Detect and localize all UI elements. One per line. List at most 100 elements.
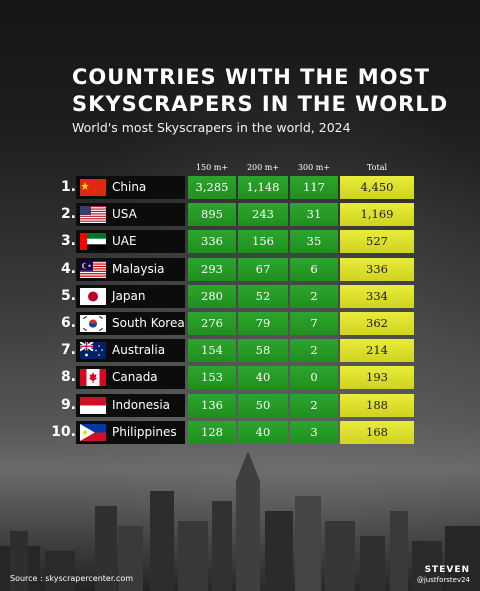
column-header: 150 m+ [195,163,229,172]
total-cell: 214 [340,339,414,363]
total-cell: 193 [340,366,414,390]
rank-number: 8. [60,369,76,386]
table-row: 8. Canada 153 40 0 193 [0,366,480,390]
count-cell: 7 [290,312,338,335]
table-row: 6. South Korea 276 79 7 362 [0,312,480,335]
count-cell: 128 [188,420,236,444]
rank-number: 7. [60,342,76,359]
total-cell: 527 [340,230,414,254]
count-cell: 117 [290,176,338,199]
country-name: Australia [112,343,166,358]
country-cell: Philippines [76,420,185,444]
count-cell: 58 [238,339,288,363]
table-row: 5. Japan 280 52 2 334 [0,284,480,308]
source-note: Source : skyscrapercenter.com [10,574,134,583]
count-cell: 31 [290,203,338,227]
count-cell: 40 [238,420,288,444]
count-cell: 0 [290,366,338,390]
column-header: Total [366,163,388,172]
rank-number: 2. [60,206,76,223]
country-name: Japan [112,288,146,303]
indonesia-flag-icon [80,396,106,414]
table-row: 2. USA 895 243 31 1,169 [0,203,480,227]
country-name: USA [112,207,137,222]
rank-number: 6. [60,315,76,331]
table-row: 7. Australia 154 58 2 214 [0,339,480,363]
count-cell: 79 [238,312,288,335]
total-cell: 188 [340,393,414,417]
column-header: 200 m+ [246,163,280,172]
country-cell: Australia [76,339,185,363]
count-cell: 156 [238,230,288,254]
credit-handle: @justforstev24 [416,576,470,584]
south-korea-flag-icon [80,315,106,332]
country-name: Philippines [112,424,177,439]
count-cell: 67 [238,257,288,281]
country-name: South Korea [112,316,185,330]
count-cell: 293 [188,257,236,281]
malaysia-flag-icon [80,260,106,278]
country-cell: China [76,176,185,199]
count-cell: 50 [238,393,288,417]
count-cell: 3 [290,420,338,444]
chart-subtitle: World's most Skyscrapers in the world, 2… [72,120,351,135]
rank-number: 10. [51,423,76,440]
country-cell: Canada [76,366,185,390]
city-skyline-image [0,451,480,591]
uae-flag-icon [80,233,106,251]
count-cell: 136 [188,393,236,417]
table-row: 9. Indonesia 136 50 2 188 [0,393,480,417]
total-cell: 168 [340,420,414,444]
count-cell: 35 [290,230,338,254]
country-name: Canada [112,370,158,385]
country-name: Indonesia [112,397,171,412]
table-row: 3. UAE 336 156 35 527 [0,230,480,254]
table-row: 10. Philippines 128 40 3 168 [0,420,480,444]
country-cell: UAE [76,230,185,254]
philippines-flag-icon [80,423,106,441]
count-cell: 895 [188,203,236,227]
table-row: 4. Malaysia 293 67 6 336 [0,257,480,281]
rank-number: 3. [60,233,76,250]
country-cell: South Korea [76,312,185,335]
country-cell: Japan [76,284,185,308]
japan-flag-icon [80,287,106,305]
count-cell: 52 [238,284,288,308]
australia-flag-icon [80,342,106,360]
count-cell: 40 [238,366,288,390]
count-cell: 2 [290,339,338,363]
total-cell: 1,169 [340,203,414,227]
chart-title: COUNTRIES WITH THE MOST SKYSCRAPERS IN T… [72,65,449,116]
rank-number: 1. [60,179,76,195]
total-cell: 4,450 [340,176,414,199]
rank-number: 4. [60,260,76,277]
count-cell: 154 [188,339,236,363]
country-name: Malaysia [112,261,165,276]
credit-name: STEVEN [424,565,470,575]
count-cell: 3,285 [188,176,236,199]
rank-number: 5. [60,287,76,304]
count-cell: 153 [188,366,236,390]
count-cell: 243 [238,203,288,227]
total-cell: 334 [340,284,414,308]
country-cell: USA [76,203,185,227]
usa-flag-icon [80,206,106,224]
total-cell: 336 [340,257,414,281]
country-cell: Malaysia [76,257,185,281]
count-cell: 336 [188,230,236,254]
country-name: UAE [112,234,137,249]
count-cell: 2 [290,284,338,308]
canada-flag-icon [80,369,106,387]
country-cell: Indonesia [76,393,185,417]
rank-number: 9. [60,396,76,413]
column-header: 300 m+ [297,163,331,172]
count-cell: 2 [290,393,338,417]
count-cell: 280 [188,284,236,308]
china-flag-icon [80,179,106,196]
total-cell: 362 [340,312,414,335]
table-row: 1. China 3,285 1,148 117 4,450 [0,176,480,199]
country-name: China [112,180,147,194]
count-cell: 1,148 [238,176,288,199]
count-cell: 276 [188,312,236,335]
count-cell: 6 [290,257,338,281]
